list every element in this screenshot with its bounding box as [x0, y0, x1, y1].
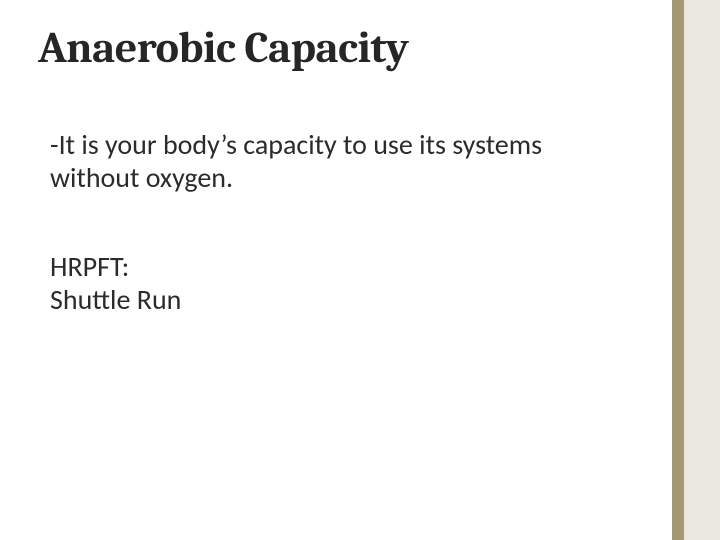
hrpft-label: HRPFT: — [50, 250, 610, 283]
side-accent — [672, 0, 720, 540]
accent-band-wide — [684, 0, 720, 540]
slide-title: Anaerobic Capacity — [38, 22, 408, 73]
hrpft-item: Shuttle Run — [50, 283, 610, 316]
accent-band-thin — [672, 0, 684, 540]
slide-body: -It is your body’s capacity to use its s… — [50, 128, 610, 316]
slide: Anaerobic Capacity -It is your body’s ca… — [0, 0, 720, 540]
hrpft-block: HRPFT: Shuttle Run — [50, 250, 610, 316]
definition-text: -It is your body’s capacity to use its s… — [50, 128, 610, 194]
